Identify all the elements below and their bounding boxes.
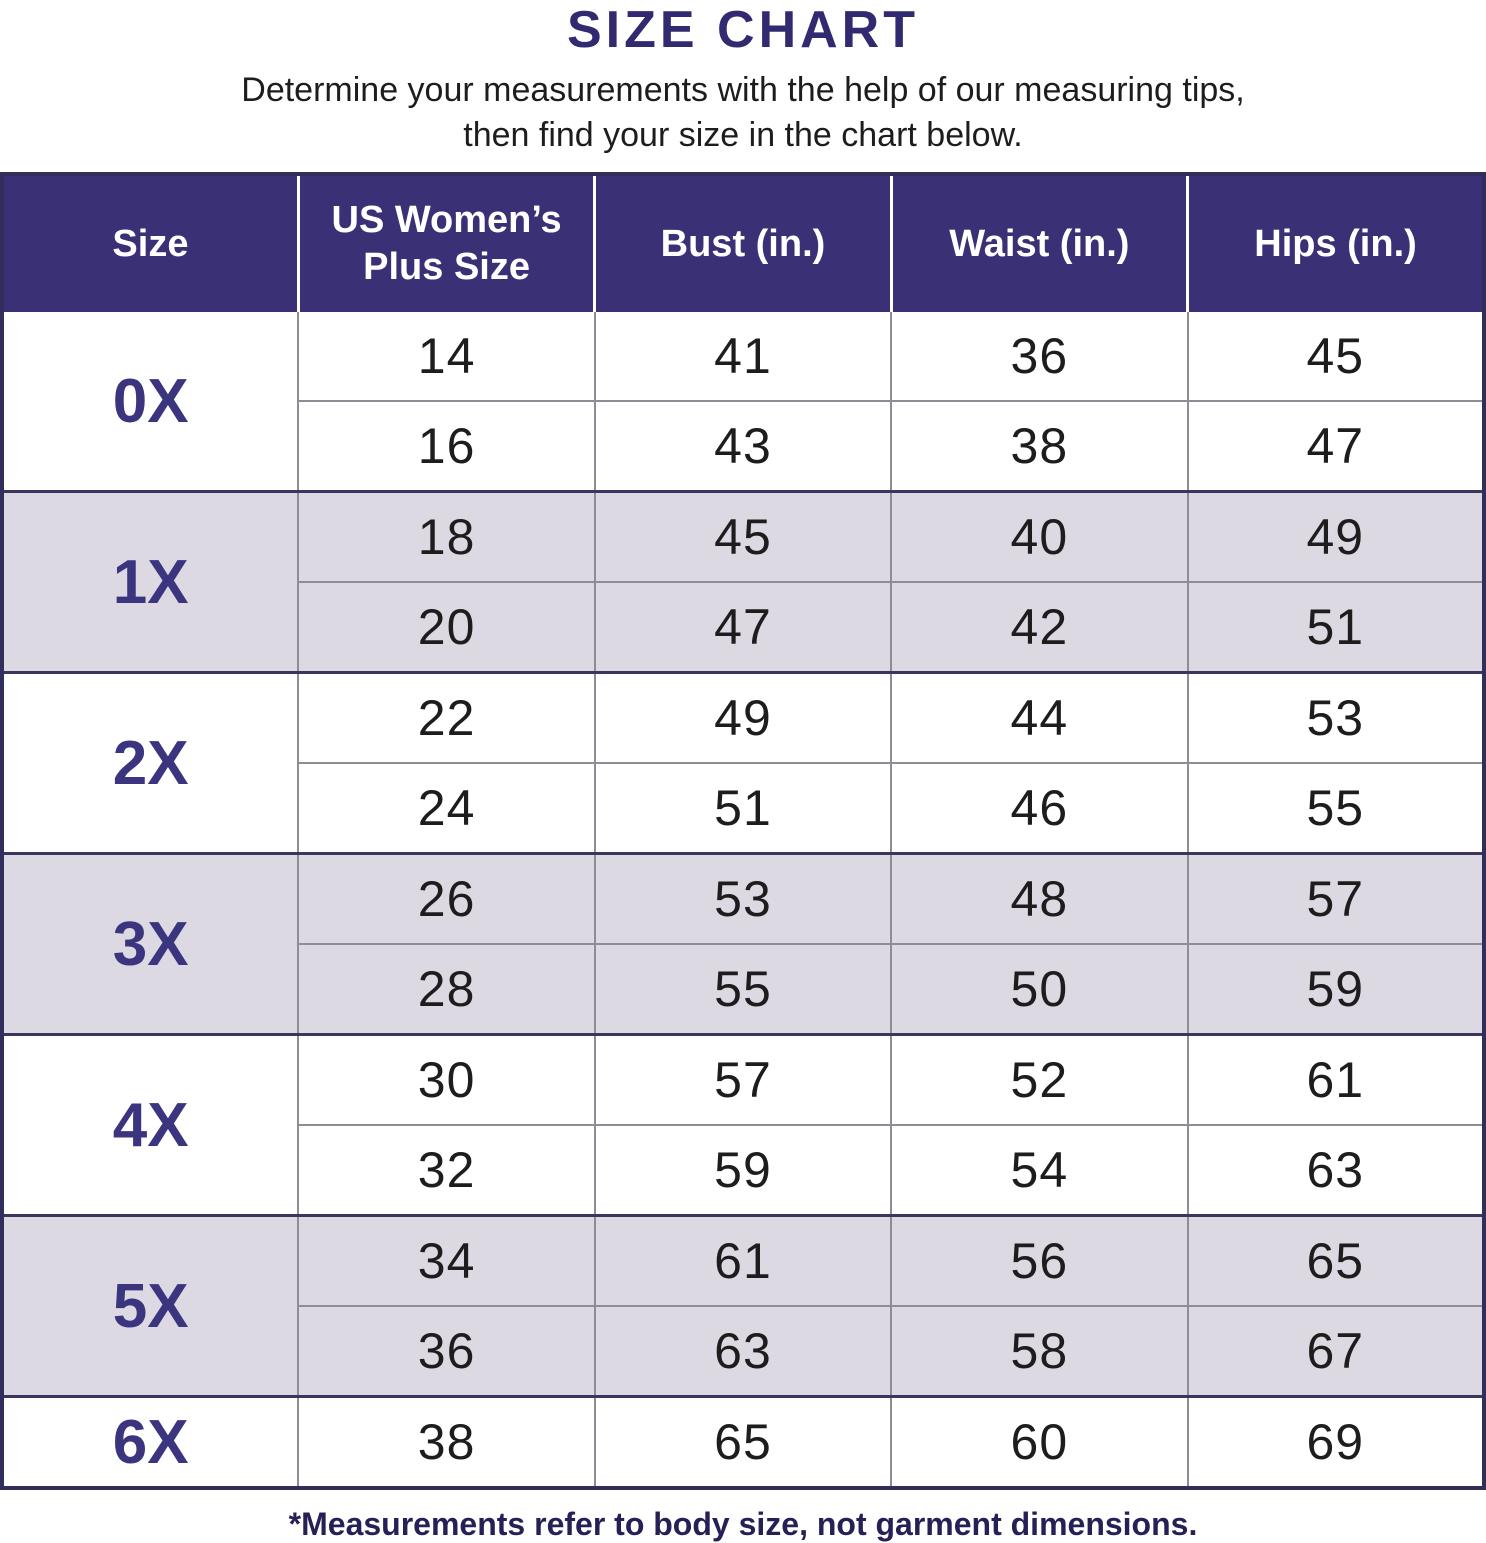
hips-value: 69 xyxy=(1186,1395,1486,1490)
waist-value: 48 xyxy=(890,852,1189,946)
table-row: 3X 26 53 48 57 xyxy=(0,852,1486,1036)
hips-value: 65 xyxy=(1186,1214,1486,1308)
waist-value: 42 xyxy=(890,581,1189,674)
hips-value: 63 xyxy=(1186,1124,1486,1217)
bust-value: 59 xyxy=(593,1124,893,1217)
subtitle-line-1: Determine your measurements with the hel… xyxy=(241,71,1245,109)
table-row: 16 43 38 47 xyxy=(2,400,1486,493)
page-subtitle: Determine your measurements with the hel… xyxy=(0,68,1486,158)
table-row: 2X 22 49 44 53 xyxy=(0,671,1486,855)
us-size-value: 14 xyxy=(297,312,596,403)
size-chart-header: Size US Women’s Plus Size Bust (in.) Wai… xyxy=(2,174,1484,313)
page-title: SIZE CHART xyxy=(567,1,919,59)
waist-value: 44 xyxy=(890,671,1189,765)
hips-value: 57 xyxy=(1186,852,1486,946)
waist-value: 58 xyxy=(890,1305,1189,1398)
size-group-label: 6X xyxy=(0,1395,300,1490)
bust-value: 61 xyxy=(593,1214,893,1308)
column-header-bust: Bust (in.) xyxy=(594,174,893,313)
table-row: 1X 18 45 40 49 xyxy=(0,490,1486,674)
us-size-value: 38 xyxy=(297,1395,596,1490)
us-size-value: 36 xyxy=(297,1305,596,1398)
us-size-value: 20 xyxy=(297,581,596,674)
us-size-value: 18 xyxy=(297,490,596,584)
us-size-value: 28 xyxy=(297,943,596,1036)
subtitle-line-2: then find your size in the chart below. xyxy=(463,116,1023,155)
table-row: 36 63 58 67 xyxy=(2,1305,1486,1398)
waist-value: 36 xyxy=(890,312,1189,403)
header-row: Size US Women’s Plus Size Bust (in.) Wai… xyxy=(2,174,1484,313)
column-header-hips: Hips (in.) xyxy=(1187,174,1484,313)
us-size-value: 22 xyxy=(297,671,596,765)
table-row: 28 55 50 59 xyxy=(2,943,1486,1036)
hips-value: 67 xyxy=(1186,1305,1486,1398)
waist-value: 54 xyxy=(890,1124,1189,1217)
size-group-label: 4X xyxy=(0,1033,300,1217)
table-row: 0X 14 41 36 45 xyxy=(0,312,1486,493)
hips-value: 49 xyxy=(1186,490,1486,584)
hips-value: 55 xyxy=(1186,762,1486,855)
size-group-label: 3X xyxy=(0,852,300,1036)
waist-value: 52 xyxy=(890,1033,1189,1127)
bust-value: 63 xyxy=(593,1305,893,1398)
us-size-value: 32 xyxy=(297,1124,596,1217)
table-row: 32 59 54 63 xyxy=(2,1124,1486,1217)
us-size-value: 16 xyxy=(297,400,596,493)
size-group-label: 2X xyxy=(0,671,300,855)
table-row: 5X 34 61 56 65 xyxy=(0,1214,1486,1398)
hips-value: 59 xyxy=(1186,943,1486,1036)
bust-value: 57 xyxy=(593,1033,893,1127)
hips-value: 51 xyxy=(1186,581,1486,674)
bust-value: 51 xyxy=(593,762,893,855)
bust-value: 47 xyxy=(593,581,893,674)
size-table-body: 0X 14 41 36 45 16 43 38 47 1X 18 45 40 49 20 47 42 51 2X 22… xyxy=(0,312,1486,1490)
measurement-footnote: *Measurements refer to body size, not ga… xyxy=(288,1506,1198,1543)
size-chart-table: Size US Women’s Plus Size Bust (in.) Wai… xyxy=(0,172,1486,1491)
us-size-value: 24 xyxy=(297,762,596,855)
waist-value: 56 xyxy=(890,1214,1189,1308)
size-group-label: 0X xyxy=(0,312,300,493)
table-row: 20 47 42 51 xyxy=(2,581,1486,674)
waist-value: 60 xyxy=(890,1395,1189,1490)
bust-value: 49 xyxy=(593,671,893,765)
bust-value: 41 xyxy=(593,312,893,403)
table-row: 24 51 46 55 xyxy=(2,762,1486,855)
column-header-us-womens-plus-size: US Women’s Plus Size xyxy=(298,174,597,313)
table-row: 6X 38 65 60 69 xyxy=(0,1395,1486,1490)
hips-value: 53 xyxy=(1186,671,1486,765)
waist-value: 40 xyxy=(890,490,1189,584)
hips-value: 61 xyxy=(1186,1033,1486,1127)
hips-value: 45 xyxy=(1186,312,1486,403)
waist-value: 38 xyxy=(890,400,1189,493)
bust-value: 45 xyxy=(593,490,893,584)
size-group-label: 1X xyxy=(0,490,300,674)
us-size-value: 34 xyxy=(297,1214,596,1308)
column-header-size: Size xyxy=(2,174,300,313)
bust-value: 53 xyxy=(593,852,893,946)
us-size-value: 26 xyxy=(297,852,596,946)
waist-value: 50 xyxy=(890,943,1189,1036)
column-header-waist: Waist (in.) xyxy=(891,174,1190,313)
us-size-value: 30 xyxy=(297,1033,596,1127)
bust-value: 43 xyxy=(593,400,893,493)
table-row: 4X 30 57 52 61 xyxy=(0,1033,1486,1217)
bust-value: 55 xyxy=(593,943,893,1036)
hips-value: 47 xyxy=(1186,400,1486,493)
waist-value: 46 xyxy=(890,762,1189,855)
size-group-label: 5X xyxy=(0,1214,300,1398)
bust-value: 65 xyxy=(593,1395,893,1490)
